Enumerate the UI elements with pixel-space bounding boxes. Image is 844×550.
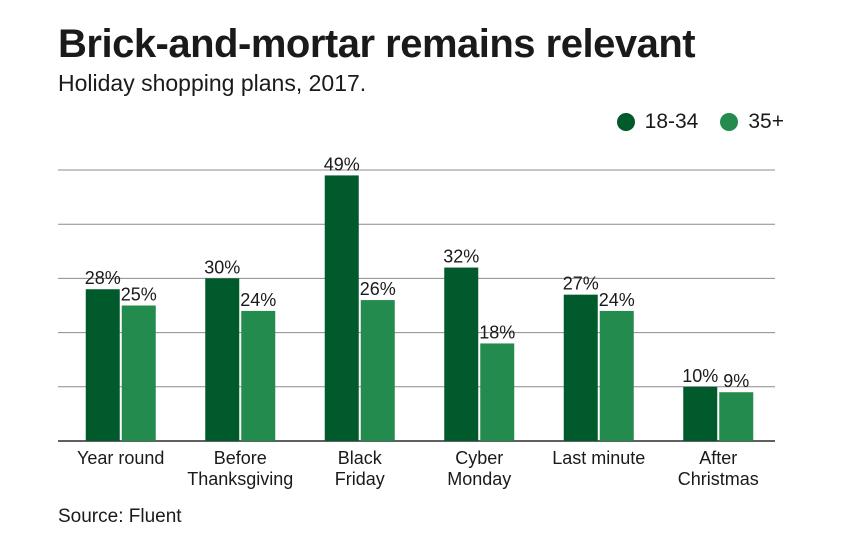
data-label: 27% — [563, 274, 599, 294]
bar-series-1 — [444, 267, 479, 441]
category-label: Last minute — [552, 448, 645, 468]
data-label: 24% — [599, 290, 635, 310]
category-label: Year round — [77, 448, 164, 468]
bar-series-2 — [360, 300, 395, 441]
legend-label-series-2: 35+ — [748, 110, 784, 133]
legend: 18-34 35+ — [616, 110, 784, 134]
chart-subtitle: Holiday shopping plans, 2017. — [58, 70, 367, 96]
chart-title: Brick-and-mortar remains relevant — [58, 22, 696, 66]
bar-series-2 — [241, 310, 276, 441]
bar-series-1 — [85, 289, 120, 441]
data-label: 32% — [443, 247, 479, 267]
bar-series-2 — [719, 392, 754, 441]
source-note: Source: Fluent — [58, 506, 182, 527]
data-label: 28% — [85, 268, 121, 288]
category-label: Before — [214, 448, 267, 468]
category-label: Black — [338, 448, 383, 468]
data-label: 24% — [240, 290, 276, 310]
data-label: 49% — [324, 154, 360, 174]
legend-label-series-1: 18-34 — [644, 110, 699, 133]
data-label: 30% — [204, 257, 240, 277]
category-label: Christmas — [678, 469, 759, 489]
category-label: Friday — [335, 469, 385, 489]
data-label: 26% — [360, 279, 396, 299]
data-label: 9% — [723, 371, 749, 391]
legend-swatch-series-1 — [616, 113, 635, 131]
bar-series-2 — [480, 343, 515, 441]
legend-item-series-1: 18-34 — [616, 110, 699, 134]
legend-swatch-series-2 — [720, 113, 739, 131]
category-label: After — [699, 448, 737, 468]
category-label: Cyber — [455, 448, 503, 468]
data-label: 25% — [121, 285, 157, 305]
bar-series-2 — [121, 305, 156, 441]
data-label: 18% — [479, 322, 515, 342]
bar-series-1 — [205, 278, 240, 441]
category-label: Thanksgiving — [187, 469, 293, 489]
bar-series-1 — [324, 175, 359, 442]
bar-series-1 — [683, 386, 718, 441]
category-label: Monday — [447, 469, 511, 489]
bar-series-2 — [599, 310, 634, 441]
data-label: 10% — [682, 366, 718, 386]
bar-series-1 — [563, 294, 598, 441]
legend-item-series-2: 35+ — [720, 110, 784, 134]
